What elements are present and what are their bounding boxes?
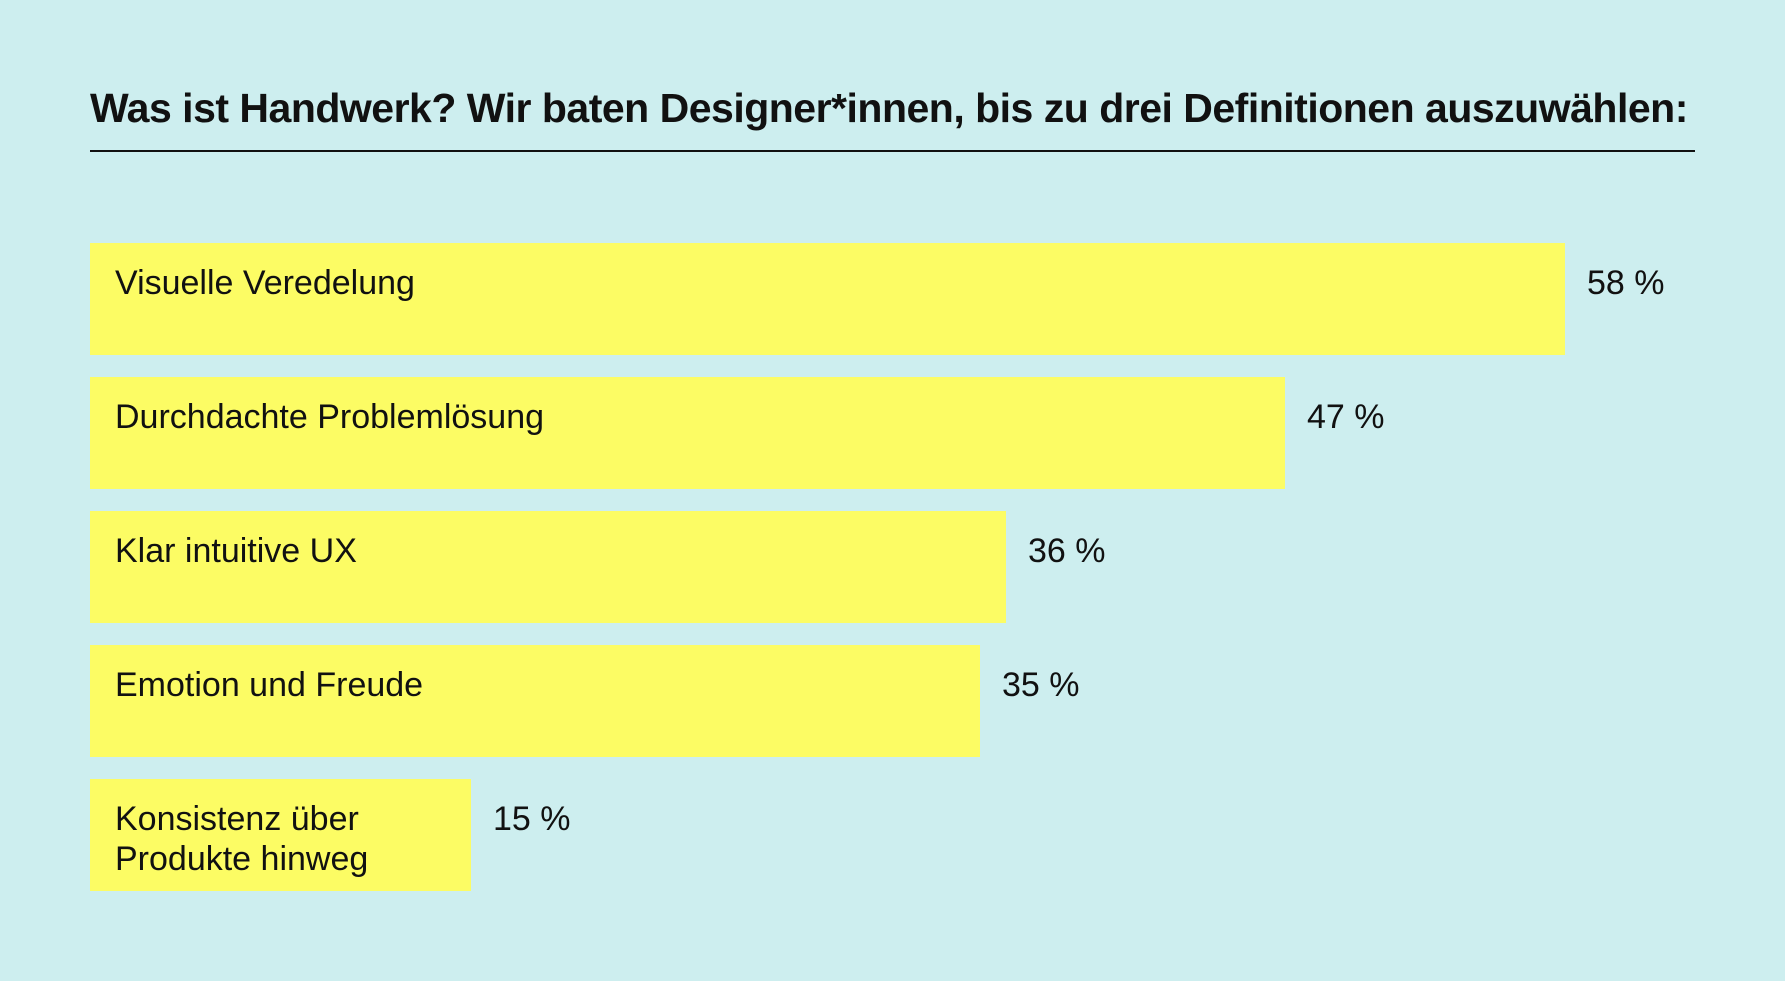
title-divider [90,150,1695,152]
bar-value-label: 15 % [493,800,571,838]
chart-title: Was ist Handwerk? Wir baten Designer*inn… [90,85,1688,131]
bar-label: Visuelle Veredelung [115,264,415,302]
bar: Konsistenz über Produkte hinweg [90,779,471,891]
bar: Emotion und Freude [90,645,980,757]
bar: Visuelle Veredelung [90,243,1565,355]
bar-label: Konsistenz über Produkte hinweg [115,800,369,878]
bar: Klar intuitive UX [90,511,1006,623]
bar-label: Klar intuitive UX [115,532,357,570]
bar-label: Durchdachte Problemlösung [115,398,545,436]
bar-value-label: 36 % [1028,532,1106,570]
bar-value-label: 58 % [1587,264,1665,302]
bar: Durchdachte Problemlösung [90,377,1285,489]
bar-value-label: 47 % [1307,398,1385,436]
bar-label: Emotion und Freude [115,666,424,704]
bar-value-label: 35 % [1002,666,1080,704]
